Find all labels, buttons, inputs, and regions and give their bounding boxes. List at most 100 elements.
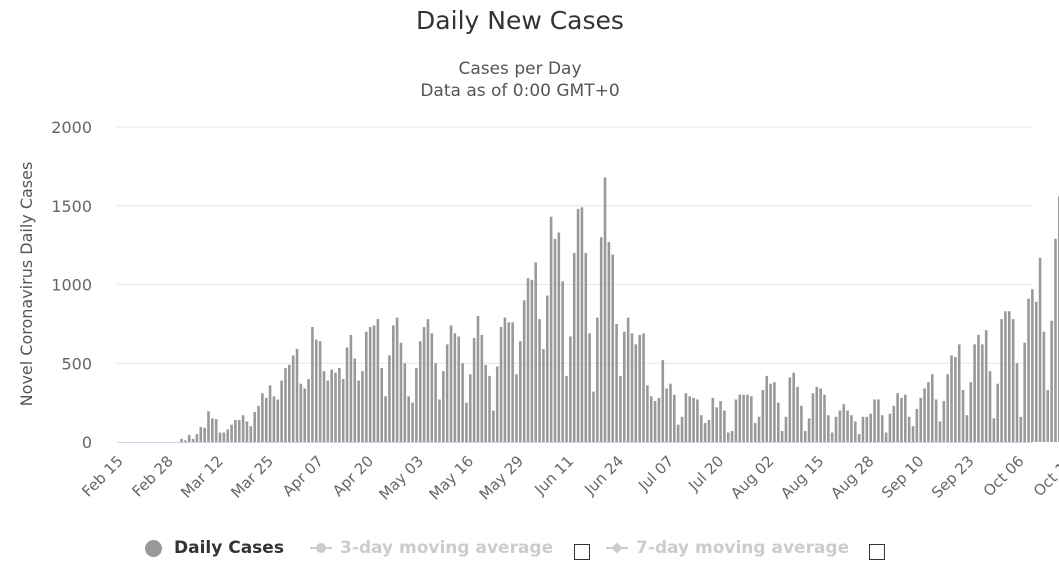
bar[interactable] — [376, 319, 380, 442]
bar[interactable] — [484, 364, 487, 442]
bar[interactable] — [807, 418, 811, 443]
bar[interactable] — [284, 367, 287, 442]
bar[interactable] — [796, 386, 799, 443]
bar[interactable] — [199, 427, 203, 442]
bar[interactable] — [730, 430, 734, 442]
legend-item-3-day-average[interactable]: 3-day moving average — [310, 538, 553, 558]
bar[interactable] — [365, 331, 368, 442]
bar[interactable] — [480, 334, 484, 442]
bar[interactable] — [399, 342, 403, 442]
bar[interactable] — [638, 334, 641, 442]
bar[interactable] — [384, 396, 387, 442]
bar[interactable] — [830, 432, 834, 442]
bar[interactable] — [619, 375, 622, 442]
bar[interactable] — [792, 372, 795, 442]
bar[interactable] — [237, 419, 241, 442]
bar[interactable] — [946, 374, 949, 442]
bar[interactable] — [900, 397, 903, 442]
bar[interactable] — [211, 418, 214, 443]
bar[interactable] — [553, 238, 557, 442]
bar[interactable] — [657, 397, 661, 442]
bar[interactable] — [180, 438, 183, 442]
bar[interactable] — [191, 438, 195, 442]
bar[interactable] — [726, 432, 730, 442]
bar[interactable] — [942, 401, 946, 442]
bar[interactable] — [769, 383, 772, 442]
bar[interactable] — [241, 415, 245, 442]
bar[interactable] — [1034, 301, 1038, 442]
bar[interactable] — [669, 383, 672, 442]
bar[interactable] — [711, 397, 715, 442]
bar[interactable] — [519, 341, 522, 442]
bar[interactable] — [303, 388, 307, 442]
bar[interactable] — [984, 330, 988, 442]
bar[interactable] — [869, 413, 872, 442]
bar[interactable] — [773, 382, 776, 442]
bar[interactable] — [488, 375, 491, 442]
bar[interactable] — [965, 415, 969, 442]
bar[interactable] — [1023, 342, 1026, 442]
bar[interactable] — [395, 317, 399, 442]
bar[interactable] — [884, 432, 888, 442]
bar[interactable] — [495, 366, 499, 442]
bar[interactable] — [911, 426, 915, 442]
bar[interactable] — [1050, 320, 1053, 442]
bar[interactable] — [857, 434, 861, 443]
bar[interactable] — [507, 322, 511, 442]
bar[interactable] — [438, 399, 441, 442]
bar[interactable] — [846, 410, 849, 443]
bar[interactable] — [788, 377, 792, 442]
bar[interactable] — [861, 416, 865, 442]
bar[interactable] — [511, 322, 514, 442]
bar[interactable] — [634, 344, 638, 442]
bar[interactable] — [823, 394, 826, 442]
bar[interactable] — [434, 363, 437, 442]
bar[interactable] — [981, 344, 984, 442]
bar[interactable] — [538, 319, 541, 442]
bar[interactable] — [615, 323, 618, 443]
bar[interactable] — [230, 424, 233, 442]
7-day-average-checkbox[interactable] — [869, 544, 885, 560]
bar[interactable] — [403, 363, 407, 442]
bar[interactable] — [357, 380, 360, 442]
bar[interactable] — [295, 349, 299, 442]
bar[interactable] — [234, 419, 237, 442]
bar[interactable] — [692, 397, 695, 442]
bar[interactable] — [938, 421, 942, 442]
bar[interactable] — [338, 367, 341, 442]
bar[interactable] — [549, 216, 553, 442]
bar[interactable] — [1042, 331, 1046, 442]
bar[interactable] — [561, 281, 564, 442]
bar[interactable] — [649, 396, 653, 442]
bar[interactable] — [457, 336, 461, 442]
bar[interactable] — [430, 333, 434, 442]
bar[interactable] — [622, 331, 626, 442]
bar[interactable] — [734, 399, 738, 442]
bar[interactable] — [445, 344, 449, 442]
bar[interactable] — [853, 421, 857, 442]
bar[interactable] — [407, 396, 410, 442]
bar[interactable] — [314, 339, 318, 443]
bar[interactable] — [1004, 311, 1007, 442]
bar[interactable] — [380, 367, 384, 442]
bar[interactable] — [503, 317, 507, 442]
bar[interactable] — [522, 300, 526, 442]
bar[interactable] — [780, 430, 784, 442]
bar[interactable] — [1038, 257, 1042, 442]
bar[interactable] — [1000, 319, 1003, 442]
bar[interactable] — [557, 232, 561, 442]
bar[interactable] — [530, 279, 534, 442]
bar[interactable] — [969, 382, 973, 442]
bar[interactable] — [334, 372, 337, 442]
bar[interactable] — [311, 327, 314, 442]
bar[interactable] — [888, 413, 892, 442]
bar[interactable] — [838, 410, 842, 443]
bar[interactable] — [673, 394, 676, 442]
bar[interactable] — [904, 394, 907, 442]
bar[interactable] — [368, 327, 372, 442]
bar[interactable] — [299, 383, 303, 442]
bar[interactable] — [326, 380, 330, 442]
bar[interactable] — [750, 396, 753, 442]
bar[interactable] — [372, 325, 376, 442]
bar[interactable] — [626, 317, 630, 442]
